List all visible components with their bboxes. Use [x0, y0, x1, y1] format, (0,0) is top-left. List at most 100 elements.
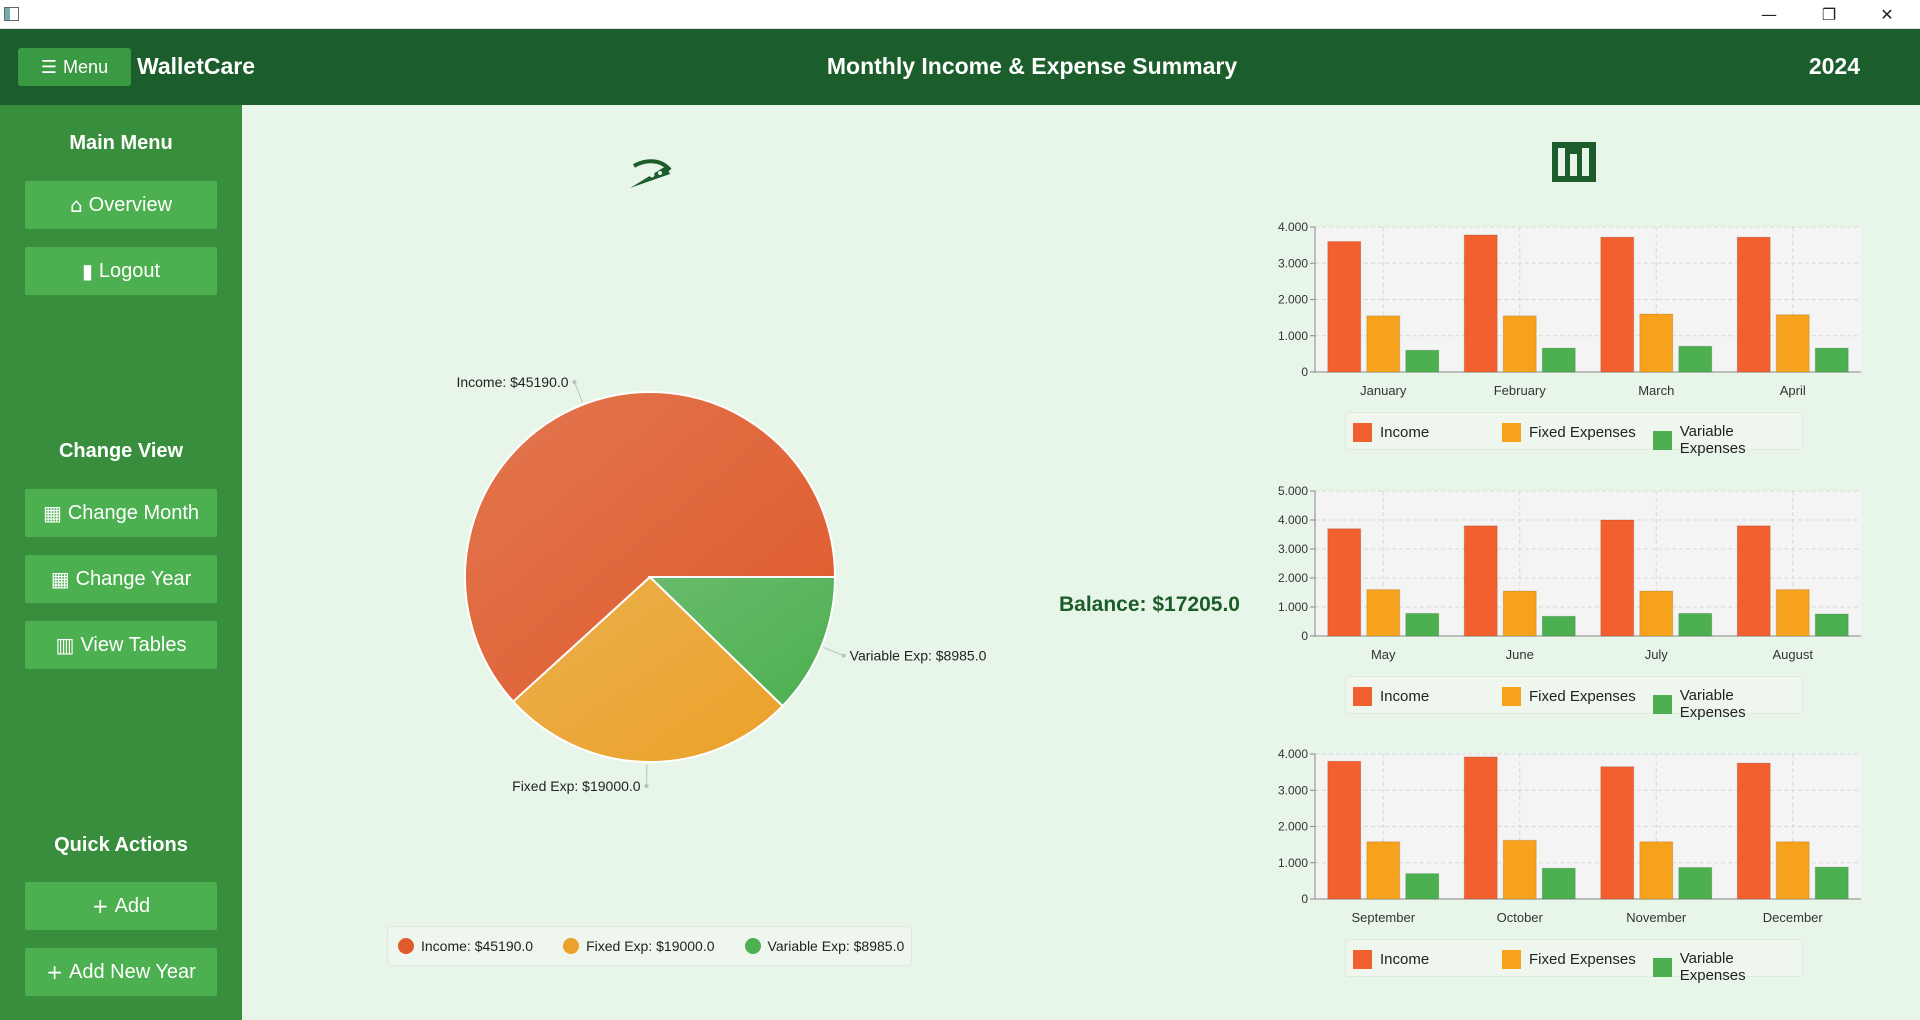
bar-legend-item: Variable Expenses	[1653, 423, 1802, 457]
y-tick-label: 4.000	[1278, 513, 1308, 527]
bar	[1502, 839, 1537, 900]
pie-legend-item: Variable Exp: $8985.0	[744, 938, 905, 954]
change-month-button[interactable]: ▦ Change Month	[25, 489, 217, 537]
bar	[1600, 766, 1635, 900]
bar-legend-label: Variable Expenses	[1679, 950, 1746, 984]
bar	[1736, 525, 1771, 637]
bar-legend-label: Fixed Expenses	[1529, 424, 1636, 441]
view-tables-button[interactable]: ▥ View Tables	[25, 621, 217, 669]
pie-leader-dot	[572, 380, 577, 385]
x-tick-label: February	[1494, 383, 1547, 398]
income-swatch	[398, 938, 414, 954]
bar-chart-jan-apr: 0 1.000 2.000 3.000 4.000 January February Marc…	[1278, 220, 1861, 398]
bar	[1600, 519, 1635, 637]
pie-leader-dot	[644, 783, 649, 788]
bar	[1736, 236, 1771, 373]
variable-swatch	[1653, 957, 1672, 977]
fixed-swatch	[1502, 687, 1521, 706]
bar-legend-item: Fixed Expenses	[1502, 687, 1636, 706]
overview-label: Overview	[88, 193, 173, 216]
bar	[1678, 345, 1713, 373]
y-tick-label: 0	[1301, 365, 1308, 379]
bar	[1639, 841, 1674, 900]
bar	[1678, 866, 1713, 900]
menu-button[interactable]: ☰ Menu	[18, 48, 131, 86]
bar	[1463, 525, 1498, 637]
x-tick-label: April	[1780, 383, 1806, 398]
pie-slice-label: Income: $45190.0	[456, 374, 568, 390]
pie-leader-line	[823, 646, 844, 657]
calendar-icon: ▦	[50, 567, 70, 591]
pie-leader-dot	[841, 653, 846, 658]
minimize-icon[interactable]: —	[1761, 5, 1777, 24]
close-icon[interactable]: ✕	[1880, 5, 1894, 24]
bar	[1327, 528, 1362, 637]
y-tick-label: 1.000	[1278, 600, 1308, 614]
x-tick-label: July	[1645, 647, 1669, 662]
add-new-year-label: Add New Year	[69, 960, 196, 983]
logout-button[interactable]: ▮ Logout	[25, 247, 217, 295]
change-year-label: Change Year	[75, 567, 192, 590]
bar	[1775, 589, 1810, 637]
add-new-year-button[interactable]: + Add New Year	[25, 948, 217, 996]
income-swatch	[1353, 687, 1372, 706]
maximize-icon[interactable]: ❐	[1821, 5, 1837, 24]
bar-legend: Income Fixed Expenses Variable Expenses	[1345, 939, 1803, 984]
y-tick-label: 3.000	[1278, 542, 1308, 556]
bar	[1775, 841, 1810, 900]
pie-legend-label: Variable Exp: $8985.0	[767, 938, 905, 954]
bar	[1463, 234, 1498, 373]
pie-legend: Income: $45190.0 Fixed Exp: $19000.0 Var…	[387, 926, 912, 966]
menu-button-label: Menu	[63, 56, 109, 77]
bar	[1541, 615, 1576, 637]
pie-leader-line	[574, 381, 583, 403]
bar	[1405, 349, 1440, 373]
door-icon: ▮	[81, 259, 93, 283]
pie-chart: Income: $45190.0 Fixed Exp: $19000.0 Varia…	[456, 374, 986, 794]
pizza-slice-icon	[630, 159, 672, 188]
add-button[interactable]: + Add	[25, 882, 217, 930]
y-tick-label: 1.000	[1278, 329, 1308, 343]
change-year-button[interactable]: ▦ Change Year	[25, 555, 217, 603]
y-tick-label: 3.000	[1278, 256, 1308, 270]
view-tables-label: View Tables	[80, 633, 187, 656]
bar	[1541, 867, 1576, 900]
app-name: WalletCare	[137, 53, 256, 79]
bar-legend-label: Income	[1380, 424, 1430, 441]
bar	[1366, 589, 1401, 637]
bar	[1463, 756, 1498, 900]
bar	[1502, 315, 1537, 373]
bar-legend: Income Fixed Expenses Variable Expenses	[1345, 412, 1803, 457]
bar-legend-label: Variable Expenses	[1679, 423, 1746, 457]
bar-legend-item: Fixed Expenses	[1502, 423, 1636, 442]
y-tick-label: 2.000	[1278, 293, 1308, 307]
x-tick-label: November	[1626, 910, 1687, 925]
bar-chart-sep-dec: 0 1.000 2.000 3.000 4.000 September October Nov…	[1278, 747, 1861, 925]
bar-legend-label: Variable Expenses	[1679, 687, 1746, 721]
bar	[1639, 313, 1674, 373]
bar-legend: Income Fixed Expenses Variable Expenses	[1345, 676, 1803, 721]
plus-icon: +	[91, 894, 109, 918]
overview-button[interactable]: ⌂ Overview	[25, 181, 217, 229]
fixed-swatch	[1502, 423, 1521, 442]
pie-legend-label: Income: $45190.0	[421, 938, 534, 954]
bar	[1327, 241, 1362, 373]
variable-swatch	[1653, 694, 1672, 714]
x-tick-label: September	[1351, 910, 1415, 925]
bar	[1327, 760, 1362, 900]
bar	[1775, 314, 1810, 373]
change-month-label: Change Month	[67, 501, 200, 524]
fixed-swatch	[1502, 950, 1521, 969]
x-tick-label: March	[1638, 383, 1674, 398]
table-icon: ▥	[55, 633, 75, 657]
y-tick-label: 4.000	[1278, 220, 1308, 234]
app-header: ☰ Menu WalletCare Monthly Income & Expen…	[0, 29, 1920, 105]
pie-slice	[511, 575, 785, 763]
bar	[1678, 612, 1713, 637]
quick-actions-heading: Quick Actions	[54, 834, 188, 856]
bar	[1600, 236, 1635, 373]
x-tick-label: May	[1371, 647, 1396, 662]
bar	[1639, 590, 1674, 637]
bar	[1366, 841, 1401, 900]
main-menu-heading: Main Menu	[69, 132, 173, 154]
